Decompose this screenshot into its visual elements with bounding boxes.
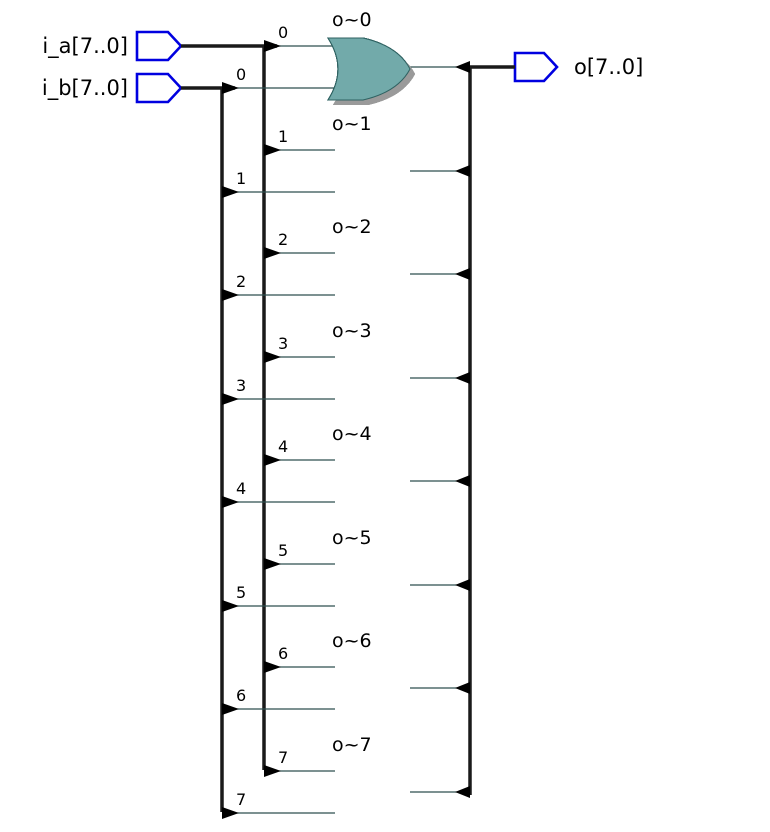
input-port-i-a[interactable]: i_a[7..0] bbox=[42, 30, 183, 62]
bit-label-b: 3 bbox=[236, 376, 246, 395]
tap-arrow-out-icon bbox=[455, 682, 470, 694]
tap-arrow-b-icon bbox=[222, 703, 239, 715]
gate-label: o~7 bbox=[332, 734, 372, 756]
bit-label-a: 5 bbox=[278, 541, 288, 560]
tap-arrow-b-icon bbox=[222, 600, 239, 612]
bit-label-a: 3 bbox=[278, 334, 288, 353]
tap-arrow-b-icon bbox=[222, 186, 239, 198]
input-port-i-b-label: i_b[7..0] bbox=[42, 76, 128, 101]
tap-arrow-out-icon bbox=[455, 786, 470, 798]
bit-label-a: 7 bbox=[278, 748, 288, 767]
or-gate-6[interactable]: o~6 6 6 bbox=[222, 37, 470, 715]
bit-label-b: 1 bbox=[236, 169, 246, 188]
tap-arrow-a-icon bbox=[264, 247, 281, 259]
tap-arrow-a-icon bbox=[264, 558, 281, 570]
bit-label-a: 1 bbox=[278, 127, 288, 146]
bit-label-b: 7 bbox=[236, 790, 246, 809]
output-port-o-label: o[7..0] bbox=[574, 55, 643, 79]
tap-arrow-a-icon bbox=[264, 40, 281, 52]
tap-arrow-a-icon bbox=[264, 765, 281, 777]
input-port-i-a-label: i_a[7..0] bbox=[42, 34, 128, 59]
or-gate-4[interactable]: o~4 4 4 bbox=[222, 37, 470, 508]
or-gate-icon[interactable] bbox=[327, 37, 411, 101]
gate-label: o~5 bbox=[332, 527, 372, 549]
bit-label-b: 0 bbox=[236, 65, 246, 84]
tap-arrow-b-icon bbox=[222, 82, 239, 94]
tap-arrow-b-icon bbox=[222, 807, 239, 819]
bit-label-a: 6 bbox=[278, 644, 288, 663]
tap-arrow-out-icon bbox=[455, 372, 470, 384]
input-port-i-a-icon bbox=[135, 30, 183, 62]
gate-label: o~3 bbox=[332, 320, 372, 342]
tap-arrow-a-icon bbox=[264, 454, 281, 466]
tap-arrow-out-icon bbox=[455, 61, 470, 73]
gate-label: o~2 bbox=[332, 216, 372, 238]
gate-column: o~0 0 0 o~1 1 1 o~2 2 2 o~3 3 3 o~4 4 4 o~5 5 5 o~6 6 6 o~7 7 7 bbox=[222, 9, 470, 819]
tap-arrow-b-icon bbox=[222, 496, 239, 508]
input-port-i-b-icon bbox=[135, 72, 183, 104]
bit-label-b: 4 bbox=[236, 479, 246, 498]
bit-label-b: 6 bbox=[236, 686, 246, 705]
output-port-o-icon bbox=[513, 51, 559, 83]
tap-arrow-a-icon bbox=[264, 661, 281, 673]
tap-arrow-out-icon bbox=[455, 579, 470, 591]
tap-arrow-out-icon bbox=[455, 475, 470, 487]
tap-arrow-out-icon bbox=[455, 268, 470, 280]
bit-label-a: 2 bbox=[278, 230, 288, 249]
bus-wiring bbox=[181, 44, 515, 812]
tap-arrow-a-icon bbox=[264, 144, 281, 156]
or-gate-7[interactable]: o~7 7 7 bbox=[222, 37, 470, 819]
tap-arrow-out-icon bbox=[455, 165, 470, 177]
input-port-i-b[interactable]: i_b[7..0] bbox=[42, 72, 183, 104]
tap-arrow-a-icon bbox=[264, 351, 281, 363]
tap-arrow-b-icon bbox=[222, 393, 239, 405]
output-port-o[interactable]: o[7..0] bbox=[513, 51, 643, 83]
gate-label: o~1 bbox=[332, 113, 372, 135]
bit-label-b: 2 bbox=[236, 272, 246, 291]
bit-label-a: 0 bbox=[278, 23, 288, 42]
bit-label-b: 5 bbox=[236, 583, 246, 602]
gate-label: o~0 bbox=[332, 9, 372, 31]
gate-label: o~4 bbox=[332, 423, 372, 445]
gate-label: o~6 bbox=[332, 630, 372, 652]
tap-arrow-b-icon bbox=[222, 289, 239, 301]
bit-label-a: 4 bbox=[278, 437, 288, 456]
